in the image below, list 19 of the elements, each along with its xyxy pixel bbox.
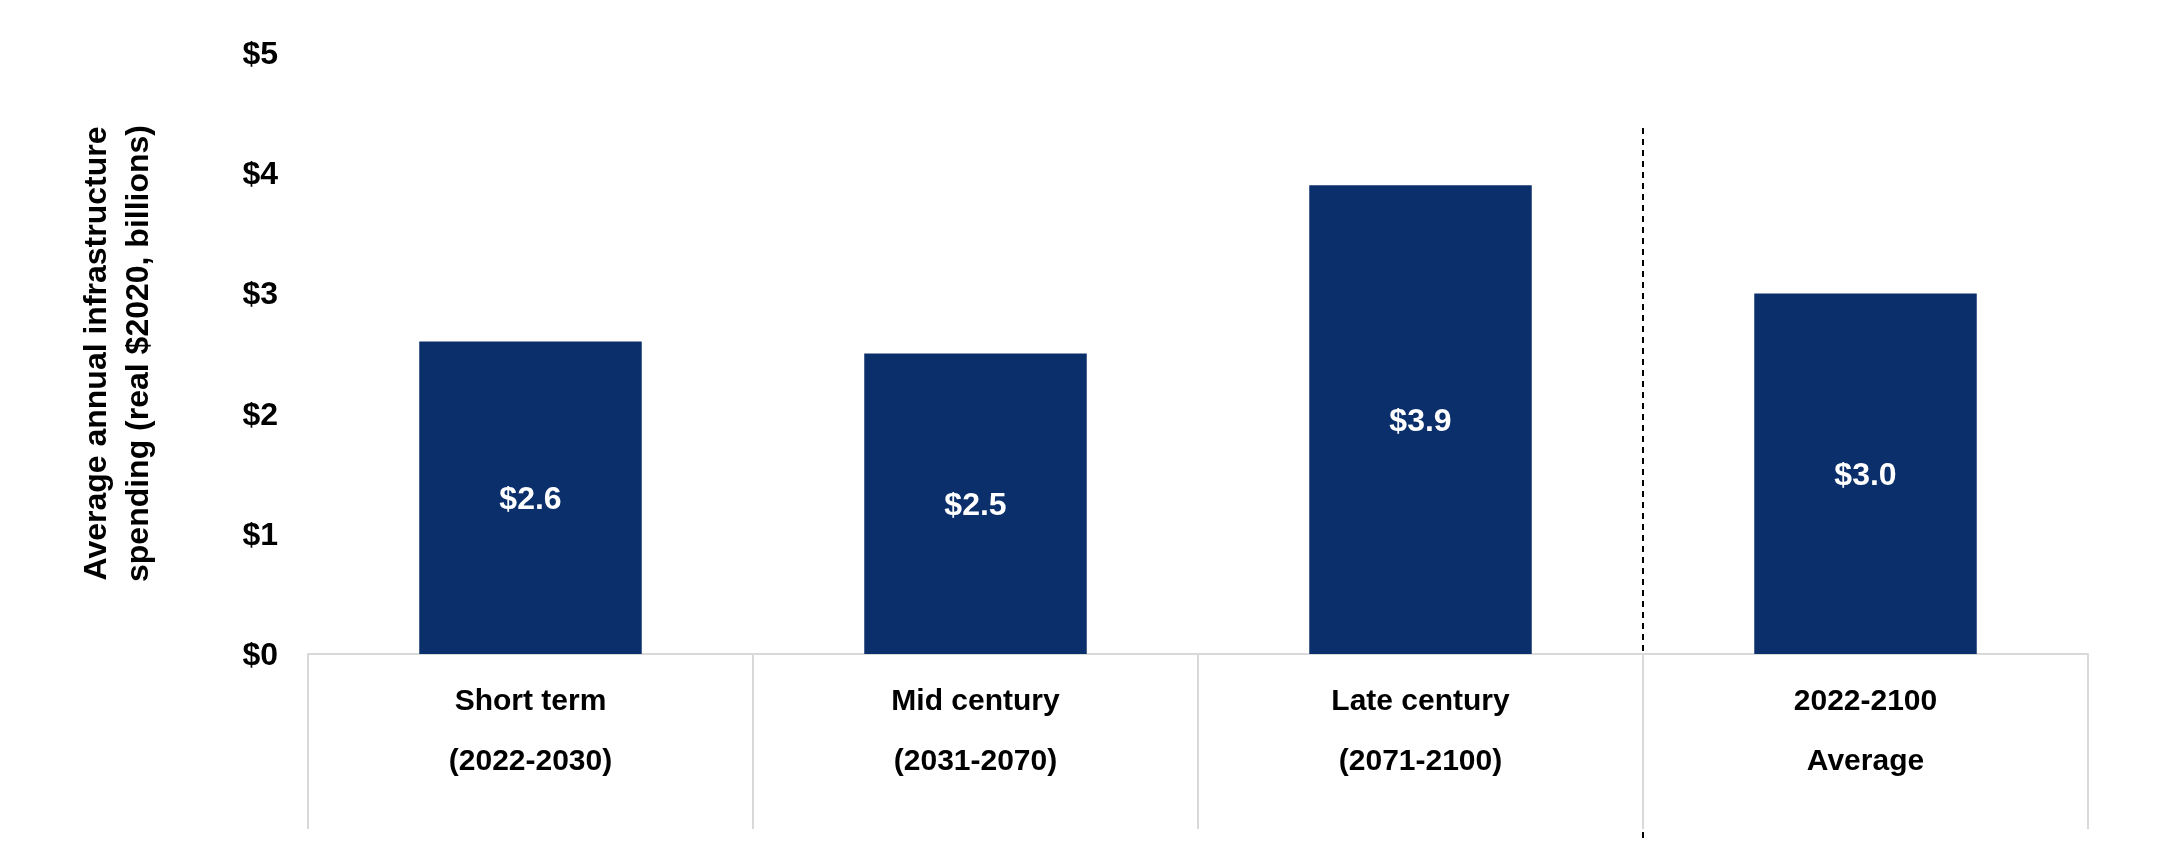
data-label: $3.0 [1834,455,1897,492]
x-tick-label: Late century (2071-2100) [1331,682,1511,776]
y-tick-label: $4 [242,155,279,192]
x-tick-label: 2022-2100 Average [1793,682,1938,776]
y-tick-label: $2 [242,395,278,432]
data-label: $2.5 [944,485,1007,522]
y-tick-label: $1 [242,515,278,552]
data-label: $2.6 [499,479,562,516]
bar [864,353,1087,654]
y-axis-title: Average annual infrastructure spending (real $2020, billions) [77,124,155,583]
bar [1309,185,1532,654]
y-tick-label: $0 [242,636,278,672]
x-tick-label: Mid century (2031-2070) [891,682,1060,776]
x-tick-label: Short term (2022-2030) [448,682,613,776]
y-tick-label: $5 [242,35,278,71]
data-label: $3.9 [1389,401,1452,438]
bar [1754,293,1977,654]
bar [419,341,642,654]
y-tick-label: $3 [242,275,278,312]
